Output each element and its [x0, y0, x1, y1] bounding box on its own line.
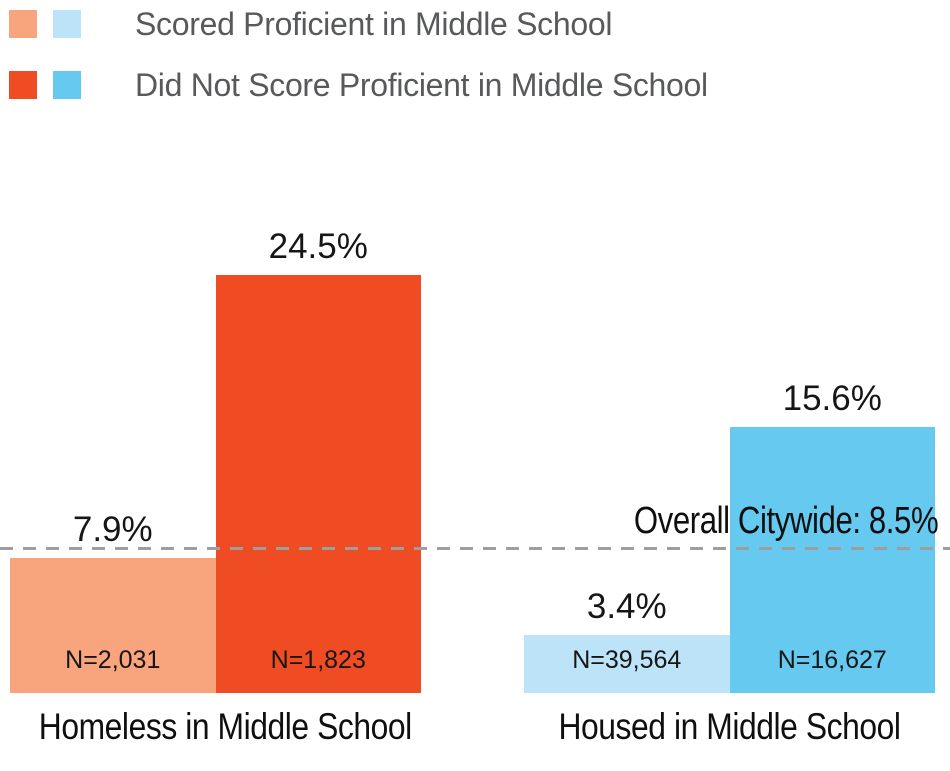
- legend-swatch-homeless-not-proficient: [9, 71, 37, 99]
- legend-swatch-housed-proficient: [53, 10, 81, 38]
- legend-swatch-homeless-proficient: [9, 10, 37, 38]
- legend-label-not-proficient: Did Not Score Proficient in Middle Schoo…: [135, 67, 708, 103]
- category-label-housed-in-middle-school: Housed in Middle School: [558, 706, 901, 747]
- n-label-homeless-in-middle-school-1: N=1,823: [270, 646, 366, 674]
- bar-housed-in-middle-school-1: [729, 427, 935, 693]
- bar-homeless-in-middle-school-0: [10, 558, 216, 693]
- value-label-homeless-in-middle-school-1: 24.5%: [268, 227, 368, 267]
- value-label-housed-in-middle-school-0: 3.4%: [586, 587, 667, 627]
- legend-row-proficient: Scored Proficient in Middle School: [9, 6, 708, 42]
- value-label-homeless-in-middle-school-0: 7.9%: [72, 510, 153, 550]
- citywide-reference-label: Overall Citywide: 8.5%: [633, 500, 939, 543]
- bar-homeless-in-middle-school-1: [215, 275, 421, 693]
- citywide-reference-line: [0, 547, 950, 551]
- value-label-housed-in-middle-school-1: 15.6%: [782, 379, 882, 419]
- n-label-housed-in-middle-school-1: N=16,627: [777, 646, 887, 674]
- n-label-homeless-in-middle-school-0: N=2,031: [65, 646, 161, 674]
- legend-label-proficient: Scored Proficient in Middle School: [135, 6, 613, 42]
- n-label-housed-in-middle-school-0: N=39,564: [572, 646, 682, 674]
- bar-housed-in-middle-school-0: [524, 635, 730, 693]
- category-label-homeless-in-middle-school: Homeless in Middle School: [38, 706, 412, 747]
- legend: Scored Proficient in Middle School Did N…: [9, 6, 708, 131]
- legend-row-not-proficient: Did Not Score Proficient in Middle Schoo…: [9, 67, 708, 103]
- legend-swatch-housed-not-proficient: [53, 71, 81, 99]
